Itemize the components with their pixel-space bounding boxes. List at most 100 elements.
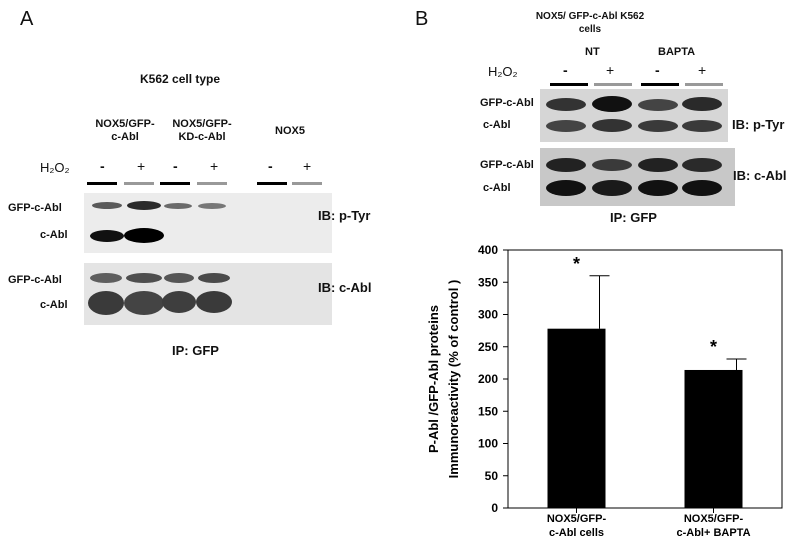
sign-b-3: - bbox=[655, 62, 660, 78]
x-tick-label: NOX5/GFP- bbox=[547, 513, 607, 525]
blot-b-ptyr bbox=[540, 89, 728, 142]
band-a-ptyr-gfp-3 bbox=[164, 203, 192, 209]
band-a-ptyr-gfp-1 bbox=[92, 202, 122, 209]
band-b-cabl-cabl-4 bbox=[682, 180, 722, 196]
lane-dash-b-1 bbox=[550, 83, 588, 86]
band-a-cabl-gfp-3 bbox=[164, 273, 194, 283]
group-label-kd-c-abl: NOX5/GFP- KD-c-Abl bbox=[172, 118, 232, 143]
band-a-cabl-cabl-3 bbox=[162, 291, 196, 313]
y-tick-label: 350 bbox=[478, 275, 498, 289]
group-label-nox5: NOX5 bbox=[275, 125, 305, 137]
sign-b-1: - bbox=[563, 62, 568, 78]
lane-dash-b-2 bbox=[594, 83, 632, 86]
band-a-cabl-gfp-1 bbox=[90, 273, 122, 283]
band-a-ptyr-gfp-2 bbox=[127, 201, 161, 210]
sign-a-6: + bbox=[303, 158, 312, 174]
band-b-ptyr-gfp-4 bbox=[682, 97, 722, 111]
band-b-ptyr-gfp-3 bbox=[638, 99, 678, 111]
y-tick-label: 300 bbox=[478, 308, 498, 322]
sign-b-4: + bbox=[698, 62, 707, 78]
bar bbox=[684, 369, 743, 508]
y-tick-label: 250 bbox=[478, 340, 498, 354]
band-b-cabl-cabl-2 bbox=[592, 180, 632, 196]
x-tick-label: NOX5/GFP- bbox=[684, 513, 744, 525]
lane-dash-a-5 bbox=[257, 182, 287, 185]
x-tick-label: c-Abl cells bbox=[549, 527, 604, 539]
ib-label-b-cabl: IB: c-Abl bbox=[733, 168, 787, 183]
lane-dash-a-6 bbox=[292, 182, 322, 185]
band-b-cabl-gfp-3 bbox=[638, 158, 678, 172]
y-axis-label: P-Abl /GFP-Abl proteins bbox=[426, 305, 441, 453]
y-tick-label: 200 bbox=[478, 372, 498, 386]
y-tick-label: 150 bbox=[478, 404, 498, 418]
band-b-cabl-gfp-1 bbox=[546, 158, 586, 172]
panel-b-letter: B bbox=[415, 8, 429, 30]
band-label-b-cabl-cabl: c-Abl bbox=[483, 182, 511, 194]
band-b-cabl-cabl-3 bbox=[638, 180, 678, 196]
ib-label-b-ptyr: IB: p-Tyr bbox=[732, 117, 785, 132]
ib-label-a-cabl: IB: c-Abl bbox=[318, 280, 372, 295]
y-tick-label: 0 bbox=[491, 501, 498, 515]
band-b-ptyr-cabl-1 bbox=[546, 120, 586, 132]
lane-dash-b-3 bbox=[641, 83, 679, 86]
sign-b-2: + bbox=[606, 62, 615, 78]
lane-dash-a-2 bbox=[124, 182, 154, 185]
sign-a-4: + bbox=[210, 158, 219, 174]
condition-nt: NT bbox=[585, 46, 600, 58]
panel-b-cells-title: NOX5/ GFP-c-Abl K562 cells bbox=[535, 11, 645, 35]
blot-a-ptyr bbox=[84, 193, 332, 253]
band-a-ptyr-cabl-2 bbox=[124, 228, 164, 243]
lane-dash-a-3 bbox=[160, 182, 190, 185]
y-axis-label: Immunoreactivity (% of control ) bbox=[446, 280, 461, 479]
band-b-cabl-cabl-1 bbox=[546, 180, 586, 196]
band-label-a-cabl-gfp: GFP-c-Abl bbox=[8, 274, 62, 286]
y-tick-label: 100 bbox=[478, 437, 498, 451]
significance-star: * bbox=[710, 337, 717, 357]
sign-a-3: - bbox=[173, 158, 178, 174]
band-b-ptyr-gfp-1 bbox=[546, 98, 586, 111]
blot-a-cabl bbox=[84, 263, 332, 325]
panel-a-letter: A bbox=[20, 8, 34, 30]
sign-a-1: - bbox=[100, 158, 105, 174]
group-label-gfp-c-abl: NOX5/GFP- c-Abl bbox=[95, 118, 155, 143]
band-b-ptyr-cabl-2 bbox=[592, 119, 632, 132]
condition-bapta: BAPTA bbox=[658, 46, 696, 58]
bar bbox=[547, 328, 606, 508]
band-b-cabl-gfp-4 bbox=[682, 158, 722, 172]
band-b-ptyr-cabl-4 bbox=[682, 120, 722, 132]
h2o2-label-b: H₂O₂ bbox=[488, 64, 518, 79]
lane-dash-a-1 bbox=[87, 182, 117, 185]
band-a-ptyr-gfp-4 bbox=[198, 203, 226, 209]
band-a-cabl-gfp-2 bbox=[126, 273, 162, 283]
ip-label-b: IP: GFP bbox=[610, 210, 657, 225]
band-b-ptyr-cabl-3 bbox=[638, 120, 678, 132]
band-label-a-cabl-cabl: c-Abl bbox=[40, 299, 68, 311]
band-b-ptyr-gfp-2 bbox=[592, 96, 632, 112]
band-a-ptyr-cabl-1 bbox=[90, 230, 124, 242]
h2o2-label-a: H₂O₂ bbox=[40, 160, 70, 175]
band-a-cabl-cabl-1 bbox=[88, 291, 124, 315]
y-tick-label: 50 bbox=[485, 469, 499, 483]
ib-label-a-ptyr: IB: p-Tyr bbox=[318, 208, 371, 223]
band-label-b-cabl-gfp: GFP-c-Abl bbox=[480, 159, 534, 171]
band-a-cabl-cabl-4 bbox=[196, 291, 232, 313]
lane-dash-b-4 bbox=[685, 83, 723, 86]
panel-a-cell-type: K562 cell type bbox=[140, 72, 221, 86]
sign-a-2: + bbox=[137, 158, 146, 174]
band-label-b-ptyr-gfp: GFP-c-Abl bbox=[480, 97, 534, 109]
y-tick-label: 400 bbox=[478, 243, 498, 257]
band-label-b-ptyr-cabl: c-Abl bbox=[483, 119, 511, 131]
significance-star: * bbox=[573, 254, 580, 274]
band-label-a-ptyr-cabl: c-Abl bbox=[40, 229, 68, 241]
sign-a-5: - bbox=[268, 158, 273, 174]
x-tick-label: c-Abl+ BAPTA bbox=[676, 527, 750, 539]
blot-b-cabl bbox=[540, 148, 735, 206]
ip-label-a: IP: GFP bbox=[172, 343, 219, 358]
band-a-cabl-gfp-4 bbox=[198, 273, 230, 283]
chart-group: 0 50 100 150 200 250 300 350 400 P-Abl /GFP-Abl p… bbox=[426, 243, 783, 539]
band-a-cabl-cabl-2 bbox=[124, 291, 164, 315]
lane-dash-a-4 bbox=[197, 182, 227, 185]
band-label-a-ptyr-gfp: GFP-c-Abl bbox=[8, 202, 62, 214]
band-b-cabl-gfp-2 bbox=[592, 159, 632, 171]
